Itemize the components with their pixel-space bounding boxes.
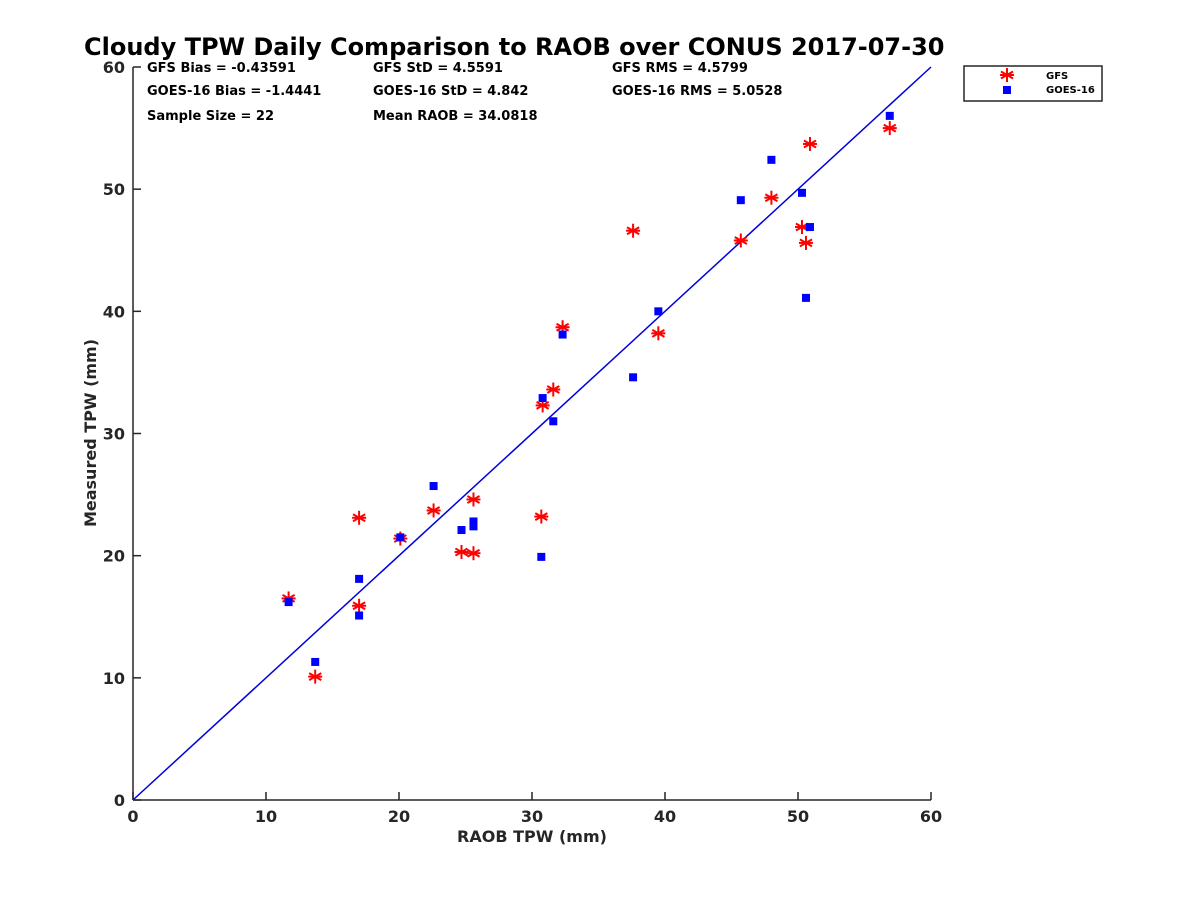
gfs-point-14 [651, 326, 666, 341]
goes-16-point-4 [396, 533, 405, 542]
gfs-point-6 [454, 545, 469, 560]
gfs-point-15 [733, 233, 748, 248]
gfs-point-19 [802, 136, 817, 151]
gfs-point-18 [798, 235, 813, 250]
stat-goes-bias: GOES-16 Bias = -1.4441 [147, 84, 321, 99]
goes-16-point-9 [537, 552, 546, 561]
goes-16-point-1 [311, 657, 320, 666]
legend-box [963, 65, 1103, 102]
goes-16-point-10 [538, 394, 547, 403]
y-axis-label: Measured TPW (mm) [81, 339, 100, 527]
goes-16-point-16 [767, 155, 776, 164]
chart-title: Cloudy TPW Daily Comparison to RAOB over… [84, 33, 944, 61]
stat-goes-std: GOES-16 StD = 4.842 [373, 84, 528, 99]
x-tick-label-3: 30 [521, 807, 543, 826]
legend-gfs-marker [1000, 68, 1014, 82]
gfs-point-9 [534, 509, 549, 524]
gfs-point-11 [546, 382, 561, 397]
gfs-point-7 [466, 546, 481, 561]
goes-16-point-8 [469, 517, 478, 526]
goes-16-point-5 [429, 482, 438, 491]
stat-goes-rms: GOES-16 RMS = 5.0528 [612, 84, 782, 99]
gfs-point-20 [882, 121, 897, 136]
legend-goes-marker [1003, 86, 1011, 94]
goes-16-point-20 [885, 111, 894, 120]
stat-gfs-rms: GFS RMS = 4.5799 [612, 61, 748, 76]
y-tick-label-0: 0 [114, 791, 125, 810]
goes-16-point-13 [629, 373, 638, 382]
y-tick-label-3: 30 [103, 425, 125, 444]
gfs-point-12 [555, 320, 570, 335]
y-tick-label-4: 40 [103, 302, 125, 321]
gfs-point-8 [466, 492, 481, 507]
x-tick-label-4: 40 [654, 807, 676, 826]
axes [132, 66, 932, 801]
y-tick-label-2: 20 [103, 547, 125, 566]
goes-16-point-17 [797, 188, 806, 197]
x-axis-label: RAOB TPW (mm) [457, 827, 607, 846]
x-tick-label-1: 10 [255, 807, 277, 826]
legend-gfs-label: GFS [1046, 71, 1068, 82]
x-tick-label-5: 50 [787, 807, 809, 826]
x-tick-label-6: 60 [920, 807, 942, 826]
stat-gfs-bias: GFS Bias = -0.43591 [147, 61, 296, 76]
legend-gfs-asterisk [1000, 68, 1014, 82]
y-tick-label-5: 50 [103, 180, 125, 199]
gfs-point-2 [352, 510, 367, 525]
stat-gfs-std: GFS StD = 4.5591 [373, 61, 503, 76]
gfs-point-16 [764, 190, 779, 205]
goes-16-point-0 [284, 598, 293, 607]
legend-goes-label: GOES-16 [1046, 85, 1095, 96]
statistics-block: GFS Bias = -0.43591 GFS StD = 4.5591 GFS… [147, 61, 782, 124]
goes-16-point-14 [654, 307, 663, 316]
stat-mean-raob: Mean RAOB = 34.0818 [373, 109, 538, 124]
goes-16-point-12 [558, 330, 567, 339]
gfs-point-3 [352, 598, 367, 613]
goes-16-point-2 [355, 574, 364, 583]
tick-labels: 0 10 20 30 40 50 60 0 10 20 30 40 50 60 [103, 58, 942, 826]
gfs-point-5 [426, 503, 441, 518]
goes-16-point-3 [355, 611, 364, 620]
goes-16-point-15 [736, 196, 745, 205]
goes-16-point-6 [457, 526, 466, 535]
stat-sample-size: Sample Size = 22 [147, 109, 274, 124]
gfs-point-1 [308, 669, 323, 684]
gfs-point-13 [626, 223, 641, 238]
goes-16-point-7 [469, 522, 478, 531]
y-tick-label-6: 60 [103, 58, 125, 77]
y-tick-label-1: 10 [103, 669, 125, 688]
goes-16-point-18 [801, 293, 810, 302]
x-tick-label-0: 0 [127, 807, 138, 826]
x-tick-label-2: 20 [388, 807, 410, 826]
goes-16-point-11 [549, 417, 558, 426]
data-points-layer [281, 111, 897, 684]
legend: GFS GOES-16 [963, 65, 1103, 102]
goes-16-point-19 [805, 223, 814, 232]
